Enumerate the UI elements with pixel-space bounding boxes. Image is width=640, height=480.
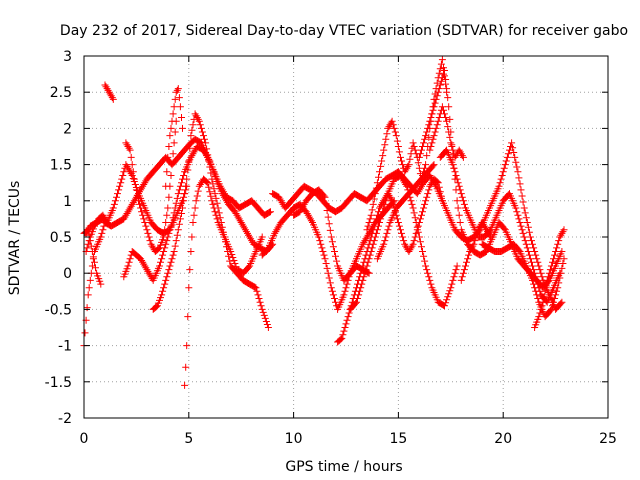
y-tick-label: -2 <box>58 411 72 427</box>
x-tick-label: 25 <box>599 431 617 447</box>
series-markers <box>426 103 467 161</box>
y-tick-label: 2.5 <box>50 85 72 101</box>
series-trace-18 <box>436 146 564 306</box>
y-tick-label: 1 <box>63 194 72 210</box>
series-markers <box>101 81 117 103</box>
series-trace-23 <box>373 161 438 263</box>
y-tick-label: 1.5 <box>50 158 72 174</box>
x-tick-label: 10 <box>285 431 303 447</box>
x-axis-label: GPS time / hours <box>285 459 402 475</box>
series-markers <box>457 219 495 284</box>
series-markers <box>346 172 461 313</box>
y-tick-label: 0.5 <box>50 230 72 246</box>
series-markers <box>290 186 373 284</box>
series-markers <box>149 110 272 331</box>
series-trace-7 <box>162 85 186 190</box>
series-markers <box>363 56 451 234</box>
series-trace-20 <box>478 240 568 321</box>
y-axis-label: SDTVAR / TECUs <box>7 181 23 296</box>
series-markers <box>122 117 180 255</box>
x-tick-label: 20 <box>494 431 512 447</box>
series-trace-24 <box>426 103 467 161</box>
series-trace-10 <box>82 211 111 255</box>
series-trace-15 <box>346 172 461 313</box>
series-trace-22 <box>457 219 495 284</box>
y-tick-label: 0 <box>63 266 72 282</box>
series-trace-4 <box>122 117 180 255</box>
series-trace-8 <box>101 81 117 103</box>
y-tick-label: 3 <box>63 49 72 65</box>
chart-title: Day 232 of 2017, Sidereal Day-to-day VTE… <box>60 23 628 39</box>
series-markers <box>373 161 438 263</box>
series-markers <box>82 211 111 255</box>
series-markers <box>436 146 564 306</box>
y-tick-label: -1.5 <box>45 375 72 391</box>
series-markers <box>181 175 266 389</box>
ticks: 0 5 10 15 20 25 -2 -1.5 -1 -0.5 0 0.5 1 1.5 2 2.5 3 <box>45 49 617 447</box>
series-trace-21 <box>531 226 568 331</box>
series-trace-6 <box>181 175 266 389</box>
series-markers <box>478 240 568 321</box>
x-tick-label: 5 <box>184 431 193 447</box>
series-trace-13 <box>290 186 373 284</box>
x-tick-label: 15 <box>389 431 407 447</box>
series-trace-5 <box>149 110 272 331</box>
data-points <box>80 56 568 389</box>
series-markers <box>531 226 568 331</box>
grid <box>84 56 608 418</box>
series-trace-16 <box>363 56 451 234</box>
x-tick-label: 0 <box>80 431 89 447</box>
y-tick-label: -1 <box>58 339 72 355</box>
series-markers <box>162 85 186 190</box>
y-tick-label: -0.5 <box>45 302 72 318</box>
y-tick-label: 2 <box>63 121 72 137</box>
